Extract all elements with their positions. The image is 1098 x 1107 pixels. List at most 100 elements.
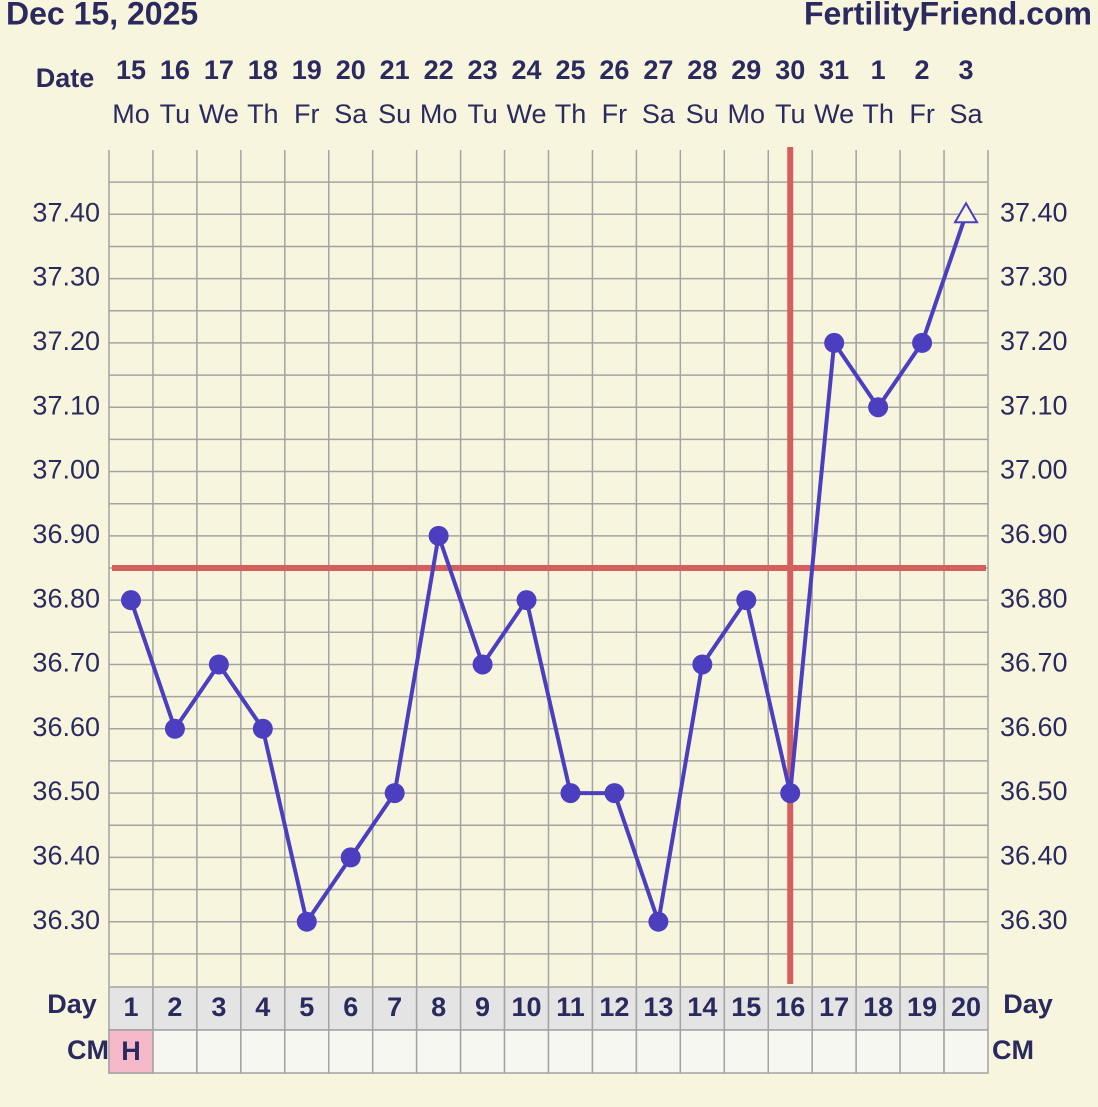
temperature-point (604, 783, 625, 804)
temperature-point (428, 525, 449, 546)
cm-cell (328, 1029, 374, 1074)
temperature-point (780, 783, 801, 804)
y-tick-label: 36.80 (32, 583, 100, 613)
temperature-point (912, 332, 933, 353)
y-tick-label-right: 36.40 (1000, 841, 1068, 871)
date-label: 27 (643, 55, 673, 85)
weekday-label: Fr (294, 99, 319, 129)
temperature-line (129, 213, 968, 924)
weekday-label: Mo (420, 99, 458, 129)
y-tick-label: 36.70 (32, 648, 100, 678)
y-tick-label: 36.90 (32, 519, 100, 549)
cm-value: H (121, 1036, 141, 1066)
temperature-point (824, 332, 845, 353)
day-cell (635, 986, 682, 1031)
temperature-point (252, 718, 273, 739)
weekday-label: Th (555, 99, 587, 129)
cm-label: CM (67, 1035, 109, 1065)
weekday-label: Sa (334, 99, 368, 129)
date-label: 21 (380, 55, 410, 85)
y-tick-label-right: 37.10 (1000, 390, 1068, 420)
cm-cell (415, 1029, 462, 1074)
day-number: 15 (731, 992, 761, 1022)
date-label: 31 (819, 55, 849, 85)
cm-cell (284, 1029, 330, 1074)
day-number: 13 (643, 992, 673, 1022)
temperature-point (472, 654, 493, 675)
site-name: FertilityFriend.com (804, 0, 1092, 31)
cm-cell (591, 1029, 638, 1074)
weekday-label: We (507, 99, 547, 129)
date-label: 3 (959, 55, 974, 85)
weekday-label: We (199, 99, 239, 129)
weekday-label: Tu (775, 99, 806, 129)
weekday-label: Mo (112, 99, 150, 129)
day-number: 2 (167, 992, 182, 1022)
cm-cell (503, 1029, 550, 1074)
date-label: 15 (116, 55, 146, 85)
day-cell (371, 986, 418, 1031)
cm-cell (152, 1029, 198, 1074)
cm-cell (635, 1029, 682, 1074)
y-tick-label-right: 37.20 (1000, 326, 1068, 356)
y-tick-label-right: 37.30 (1000, 262, 1068, 292)
day-cell (459, 986, 506, 1031)
day-number: 18 (863, 992, 893, 1022)
cm-cell (240, 1029, 286, 1074)
weekday-label: Mo (728, 99, 766, 129)
cm-cell (943, 1029, 989, 1074)
day-number: 8 (431, 992, 446, 1022)
day-number: 16 (775, 992, 805, 1022)
date-label: 2 (915, 55, 930, 85)
weekday-label: Su (686, 99, 719, 129)
day-label: Day (47, 989, 97, 1019)
day-cell (855, 986, 901, 1031)
date-label: Date (36, 63, 95, 93)
day-number: 7 (387, 992, 402, 1022)
temperature-point (340, 847, 361, 868)
y-tick-label: 37.00 (32, 455, 100, 485)
date-label: 1 (871, 55, 886, 85)
date-label: 25 (555, 55, 585, 85)
weekday-label: Sa (950, 99, 984, 129)
weekday-label: We (814, 99, 854, 129)
day-cell (943, 986, 989, 1031)
temperature-point (648, 911, 669, 932)
cm-cell (723, 1029, 769, 1074)
date-label: 30 (775, 55, 805, 85)
y-tick-label-right: 36.30 (1000, 905, 1068, 935)
y-tick-label-right: 37.00 (1000, 455, 1068, 485)
cm-cell (899, 1029, 945, 1074)
date-label: 23 (468, 55, 498, 85)
temperature-point (560, 783, 581, 804)
cm-cell-filled (108, 1029, 154, 1074)
y-tick-label-right: 36.80 (1000, 583, 1068, 613)
weekday-label: Su (378, 99, 411, 129)
day-cell (328, 986, 374, 1031)
temperature-point (164, 718, 185, 739)
day-number: 1 (123, 992, 138, 1022)
date-label: 26 (599, 55, 629, 85)
temperature-point-open (953, 201, 979, 224)
day-number: 9 (475, 992, 490, 1022)
weekday-label: Th (862, 99, 894, 129)
cm-cell (679, 1029, 726, 1074)
weekday-label: Fr (602, 99, 627, 129)
y-tick-label: 36.30 (32, 905, 100, 935)
day-number: 11 (556, 992, 585, 1022)
weekday-label: Fr (909, 99, 934, 129)
y-tick-label-right: 36.70 (1000, 648, 1068, 678)
day-number: 12 (599, 992, 629, 1022)
date-label: 16 (160, 55, 190, 85)
y-tick-label-right: 36.90 (1000, 519, 1068, 549)
date-label: 17 (204, 55, 234, 85)
date-label: 22 (424, 55, 454, 85)
date-label: 18 (248, 55, 278, 85)
temperature-point (296, 911, 317, 932)
y-tick-label-right: 37.40 (1000, 197, 1068, 227)
day-cell (240, 986, 286, 1031)
y-tick-label: 36.60 (32, 712, 100, 742)
cm-cell (196, 1029, 242, 1074)
temperature-point (120, 590, 141, 611)
